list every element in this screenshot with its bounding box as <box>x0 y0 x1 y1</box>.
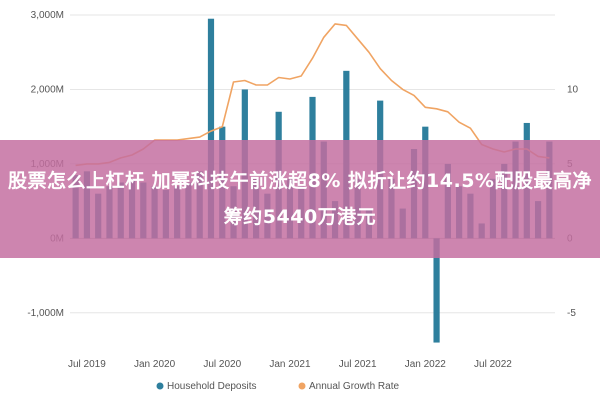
bar-12 <box>207 18 215 239</box>
x-tick-label-1: Jan 2020 <box>134 359 176 370</box>
headline-banner: 股票怎么上杠杆 加幂科技午前涨超8% 拟折让约14.5%配股最高净筹约5440万… <box>0 140 600 258</box>
left-tick-label-0: 3,000M <box>31 10 64 21</box>
x-tick-label-2: Jul 2020 <box>203 359 241 370</box>
x-tick-label-3: Jan 2021 <box>269 359 311 370</box>
right-tick-label-0: 10 <box>567 84 579 95</box>
legend-label-annual-growth-rate: Annual Growth Rate <box>309 381 399 392</box>
bar-32 <box>433 238 440 343</box>
legend: Household Deposits Annual Growth Rate <box>156 381 399 392</box>
legend-marker-household-deposits <box>156 382 164 390</box>
left-tick-label-1: 2,000M <box>31 84 64 95</box>
x-tick-label-5: Jan 2022 <box>405 359 447 370</box>
legend-marker-annual-growth-rate <box>298 382 306 390</box>
x-tick-label-0: Jul 2019 <box>68 359 106 370</box>
x-tick-label-4: Jul 2021 <box>339 359 377 370</box>
legend-label-household-deposits: Household Deposits <box>167 381 257 392</box>
x-axis: Jul 2019 Jan 2020 Jul 2020 Jan 2021 Jul 2021… <box>68 359 512 370</box>
x-tick-label-6: Jul 2022 <box>474 359 512 370</box>
right-tick-label-3: -5 <box>567 308 576 319</box>
headline-text: 股票怎么上杠杆 加幂科技午前涨超8% 拟折让约14.5%配股最高净筹约5440万… <box>8 170 592 228</box>
left-tick-label-4: -1,000M <box>27 308 64 319</box>
